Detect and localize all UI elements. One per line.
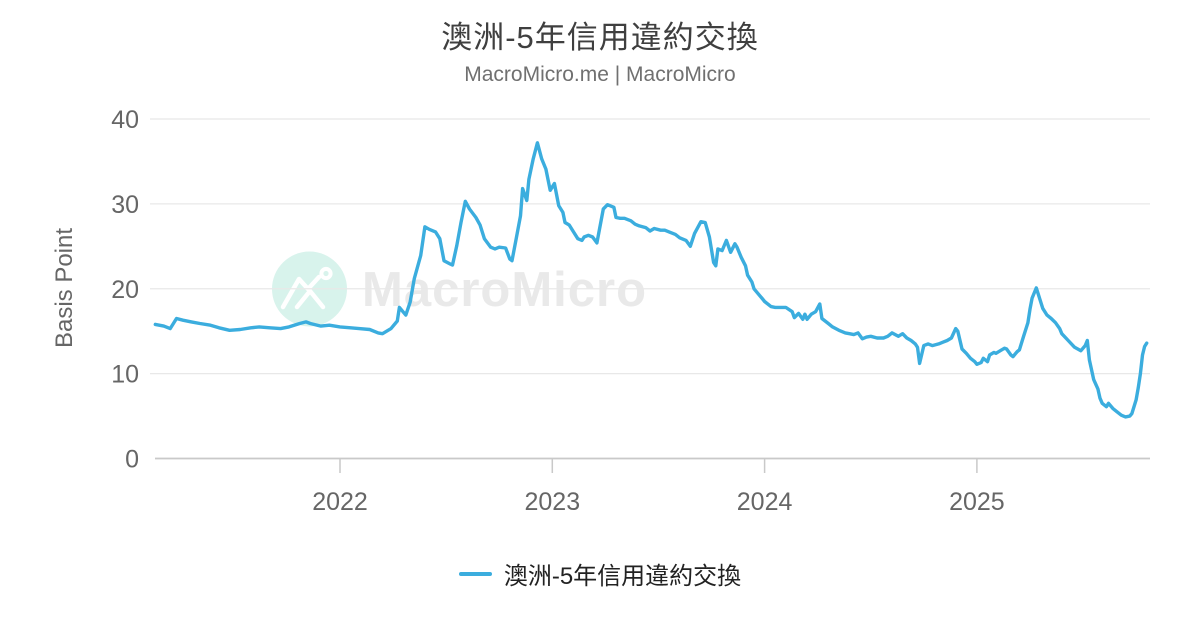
chart-title: 澳洲-5年信用違約交換: [441, 20, 759, 55]
chart-subtitle: MacroMicro.me | MacroMicro: [464, 63, 736, 86]
y-tick-label: 20: [111, 276, 139, 304]
x-tick-label: 2023: [524, 488, 580, 516]
cds-series-line[interactable]: [153, 141, 1149, 419]
watermark-brand-text: MacroMicro: [362, 263, 647, 317]
x-tick-label: 2024: [737, 488, 793, 516]
y-axis-title: Basis Point: [51, 228, 78, 348]
x-tick-label: 2022: [312, 488, 368, 516]
legend-line-swatch: [458, 571, 492, 576]
legend-label: 澳洲-5年信用違約交換: [503, 563, 742, 590]
macromicro-logo-icon: [280, 266, 333, 310]
y-tick-label: 0: [125, 446, 139, 474]
y-tick-label: 40: [111, 106, 139, 134]
y-tick-label: 10: [111, 361, 139, 389]
y-tick-label: 30: [111, 191, 139, 219]
x-tick-label: 2025: [949, 488, 1005, 516]
legend-item-australia-5y-cds[interactable]: 澳洲-5年信用違約交換: [458, 556, 742, 591]
legend: 澳洲-5年信用違約交換: [0, 556, 1200, 591]
